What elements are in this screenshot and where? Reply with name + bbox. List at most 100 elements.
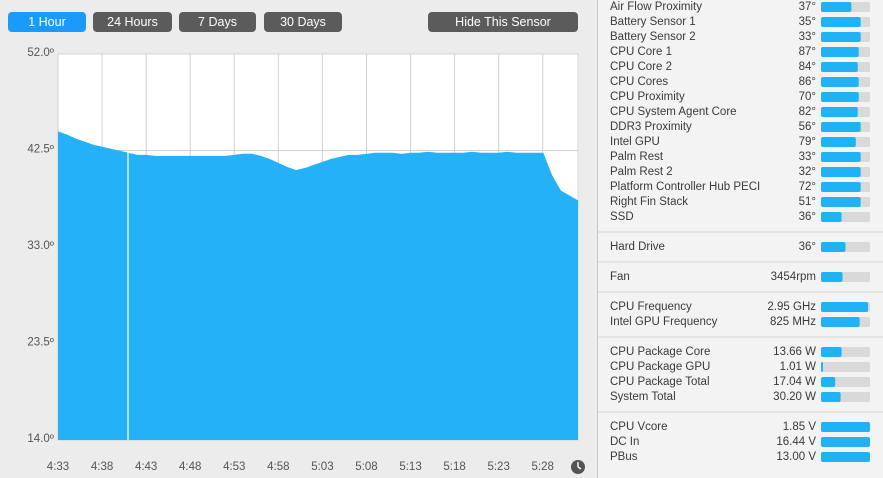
- sensor-value: 86°: [799, 76, 816, 88]
- sensor-value: 84°: [799, 61, 816, 73]
- level-bar: [821, 152, 861, 162]
- sensor-name: CPU Core 1: [610, 46, 672, 58]
- sensor-value: 30.20 W: [773, 391, 816, 403]
- level-bar: [821, 137, 856, 147]
- level-bar: [821, 182, 861, 192]
- sensor-name: Intel GPU: [610, 136, 660, 148]
- button-bg[interactable]: [93, 12, 172, 32]
- level-bar: [821, 347, 842, 357]
- sensor-value: 79°: [799, 136, 816, 148]
- button-label[interactable]: 7 Days: [198, 15, 237, 29]
- x-tick-label: 4:43: [135, 461, 157, 473]
- button-label[interactable]: 30 Days: [280, 15, 326, 29]
- sensor-name: Platform Controller Hub PECI: [610, 181, 760, 193]
- level-bar: [821, 197, 861, 207]
- sensor-value: 825 MHz: [770, 316, 816, 328]
- sensor-name: Intel GPU Frequency: [610, 316, 718, 328]
- level-bar: [821, 62, 858, 72]
- level-bar: [821, 437, 870, 447]
- level-bar: [821, 17, 861, 27]
- button-label[interactable]: 24 Hours: [107, 15, 158, 29]
- sensor-value: 56°: [799, 121, 816, 133]
- area-line: [57, 131, 579, 202]
- sensor-name: CPU Core 2: [610, 61, 672, 73]
- sensor-name: CPU Frequency: [610, 301, 692, 313]
- button-label[interactable]: Hide This Sensor: [455, 15, 551, 29]
- sensor-name: Hard Drive: [610, 241, 665, 253]
- sensor-name: DC In: [610, 436, 639, 448]
- level-bar: [821, 377, 836, 387]
- sensor-name: DDR3 Proximity: [610, 121, 692, 133]
- range-button[interactable]: Hide This Sensor: [428, 12, 578, 32]
- x-tick-label: 5:13: [399, 461, 421, 473]
- level-bar: [821, 272, 843, 282]
- range-button[interactable]: 30 Days: [264, 12, 342, 32]
- level-bar: [821, 167, 861, 177]
- level-bar: [821, 452, 870, 462]
- level-bar: [821, 122, 861, 132]
- button-bg[interactable]: [264, 12, 342, 32]
- button-bg[interactable]: [8, 12, 86, 32]
- range-button[interactable]: 7 Days: [179, 12, 256, 32]
- sensor-name: System Total: [610, 391, 676, 403]
- sensor-value: 16.44 V: [776, 436, 816, 448]
- level-bar: [821, 242, 846, 252]
- x-tick-label: 4:33: [47, 461, 69, 473]
- level-bar: [821, 107, 858, 117]
- sensor-name: CPU Package Core: [610, 346, 710, 358]
- plot: [57, 131, 579, 440]
- sensor-name: CPU Package Total: [610, 376, 710, 388]
- x-tick-label: 4:53: [223, 461, 245, 473]
- sensor-name: CPU Proximity: [610, 91, 685, 103]
- sensor-list: Air Flow Proximity 37° Battery Sensor 1 35°…: [598, 1, 883, 463]
- level-bar: [821, 47, 859, 57]
- level-bar: [821, 32, 861, 42]
- sensor-value: 3454rpm: [771, 271, 816, 283]
- level-bar: [821, 212, 842, 222]
- sensor-value: 72°: [799, 181, 816, 193]
- sensor-value: 13.00 V: [776, 451, 816, 463]
- level-bar: [821, 302, 869, 312]
- level-bar: [821, 92, 859, 102]
- sensor-value: 33°: [799, 151, 816, 163]
- sensor-name: CPU Cores: [610, 76, 668, 88]
- button-bg[interactable]: [179, 12, 256, 32]
- level-bar: [821, 317, 860, 327]
- sensor-value: 35°: [799, 16, 816, 28]
- sensor-name: CPU System Agent Core: [610, 106, 737, 118]
- x-tick-label: 4:38: [91, 461, 113, 473]
- sensor-value: 13.66 W: [773, 346, 816, 358]
- range-button[interactable]: 24 Hours: [93, 12, 172, 32]
- x-tick-label: 4:48: [179, 461, 201, 473]
- range-buttons: 1 Hour 24 Hours 7 Days 30 Days Hide This Sen…: [8, 12, 578, 32]
- level-bar: [821, 2, 852, 12]
- level-bar: [821, 77, 859, 87]
- sensor-value: 36°: [799, 211, 816, 223]
- y-tick-label: 14.0º: [27, 433, 54, 445]
- clock-icon[interactable]: [571, 460, 585, 474]
- x-tick-label: 5:18: [443, 461, 465, 473]
- sensor-name: PBus: [610, 451, 638, 463]
- sensor-value: 2.95 GHz: [767, 301, 816, 313]
- y-tick-label: 23.5º: [27, 337, 54, 349]
- sensor-value: 1.85 V: [783, 421, 817, 433]
- sensor-value: 36°: [799, 241, 816, 253]
- sensor-name: Air Flow Proximity: [610, 1, 702, 13]
- sensor-value: 82°: [799, 106, 816, 118]
- sensor-name: Battery Sensor 1: [610, 16, 696, 28]
- sensor-value: 37°: [799, 1, 816, 13]
- x-tick-label: 5:28: [532, 461, 554, 473]
- area-fill: [58, 132, 578, 440]
- range-button[interactable]: 1 Hour: [8, 12, 86, 32]
- button-label[interactable]: 1 Hour: [28, 15, 66, 29]
- sensor-value: 51°: [799, 196, 816, 208]
- y-tick-label: 42.5º: [27, 144, 54, 156]
- level-bar: [821, 422, 870, 432]
- sensor-name: Fan: [610, 271, 630, 283]
- level-bar: [821, 392, 841, 402]
- sensor-name: CPU Package GPU: [610, 361, 710, 373]
- button-bg[interactable]: [428, 12, 578, 32]
- sensor-value: 87°: [799, 46, 816, 58]
- sensor-value: 32°: [799, 166, 816, 178]
